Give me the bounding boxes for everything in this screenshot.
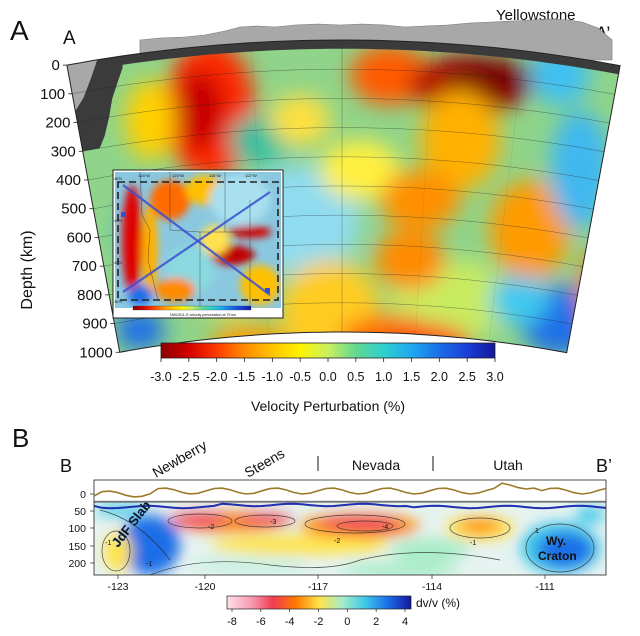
inset-lat-label-2: 44°N: [114, 219, 122, 223]
colorbar-a-tick-label: -3.0: [150, 370, 172, 384]
region-label-steens: Steens: [242, 445, 288, 481]
profile-end-label-b: B’: [596, 456, 612, 476]
longitude-tick-label-b: -123: [107, 581, 128, 593]
colorbar-b-label: dv/v (%): [416, 596, 460, 610]
contour-label: -1: [105, 540, 111, 547]
colorbar-b-tick-label: 0: [344, 616, 350, 628]
colorbar-b-tick-label: -6: [256, 616, 266, 628]
depth-tick-label: 200: [45, 115, 70, 132]
contour-label: 1: [535, 528, 539, 535]
depth-tick-label: 800: [77, 287, 102, 304]
contour-label: -1: [146, 561, 152, 568]
craton-label-line-2: Craton: [538, 549, 577, 563]
longitude-tick-label-b: -120: [194, 581, 215, 593]
colorbar-a-tick-label: -1.5: [234, 370, 256, 384]
depth-tick-label: 600: [67, 229, 92, 246]
inset-lat-label-3: 40°N: [114, 261, 122, 265]
longitude-tick-label-b: -111: [535, 581, 555, 593]
region-label-nevada: Nevada: [352, 457, 400, 473]
panel-b: B B B’ Newberry Steens Nevada Utah: [12, 423, 612, 628]
depth-axis-b: 0 50 100 150 200: [68, 489, 94, 570]
colorbar-a-tick-label: 1.5: [403, 370, 420, 384]
inset-lon-label-2: 120°W: [172, 173, 184, 178]
depth-tick-label-b: 200: [68, 558, 86, 570]
contour-label: -2: [208, 524, 214, 531]
longitude-axis-b: -123 -120 -117 -114 -111: [107, 575, 555, 593]
inset-lon-label-3: 116°W: [209, 173, 221, 178]
depth-tick-label: 100: [40, 86, 65, 103]
depth-tick-label: 0: [52, 57, 60, 74]
colorbar-b-tick-label: 2: [373, 616, 379, 628]
colorbar-a-tick-label: 2.5: [458, 370, 475, 384]
depth-tick-label: 400: [56, 172, 81, 189]
contour-label: -4: [382, 524, 388, 531]
inset-lon-label-1: 124°W: [138, 173, 150, 178]
depth-axis-label-a: Depth (km): [19, 230, 36, 309]
depth-tick-label-b: 150: [68, 541, 86, 553]
colorbar-a-tick-label: 0.5: [347, 370, 364, 384]
colorbar-b-tick-label: -8: [227, 616, 237, 628]
region-label-newberry: Newberry: [150, 437, 210, 481]
colorbar-a-tick-label: -2.5: [178, 370, 200, 384]
colorbar-a-tick-label: 1.0: [375, 370, 392, 384]
depth-tick-label-b: 0: [80, 489, 86, 501]
panel-b-letter: B: [12, 423, 29, 453]
colorbar-b-tick-label: -4: [285, 616, 295, 628]
depth-tick-label: 300: [51, 143, 76, 160]
colorbar-a-tick-label: 0.0: [319, 370, 336, 384]
contour-label: -1: [470, 540, 476, 547]
depth-tick-label-b: 100: [68, 523, 86, 535]
colorbar-b: -8 -6 -4 -2 0 2 4 dv/v (%): [226, 595, 460, 628]
profile-start-label-b: B: [60, 456, 72, 476]
tomography-section-b: [94, 502, 606, 575]
depth-tick-label: 700: [72, 258, 97, 275]
longitude-tick-label-b: -117: [308, 581, 328, 593]
colorbar-a-tick-label: -0.5: [289, 370, 311, 384]
topography-profile-b: [93, 482, 607, 498]
contour-label: -3: [270, 519, 276, 526]
panel-a-letter: A: [10, 15, 29, 46]
colorbar-a-label: Velocity Perturbation (%): [251, 398, 405, 414]
colorbar-b-tick-label: 4: [402, 616, 408, 628]
inset-lat-label-1: 48°N: [114, 177, 122, 181]
colorbar-a-tick-label: -1.0: [262, 370, 284, 384]
depth-tick-label: 500: [61, 201, 86, 218]
colorbar-b-tick-label: -2: [314, 616, 324, 628]
colorbar-a: -3.0 -2.5 -2.0 -1.5 -1.0 -0.5 0.0 0.5 1.0 1.5 2.0 2…: [150, 342, 504, 414]
region-label-utah: Utah: [493, 457, 523, 473]
colorbar-a-tick-label: 2.0: [431, 370, 448, 384]
longitude-tick-label-b: -114: [422, 581, 442, 593]
contour-label: -2: [334, 538, 340, 545]
panel-a: A A A’ Yellowstone Depth (km) 0100200300…: [10, 7, 621, 414]
inset-lat-label-4: 36°N: [114, 300, 122, 304]
depth-axis-a: 0 100 200 300 400 500 600 700 800 900 1000: [40, 57, 120, 361]
craton-label-line-1: Wy.: [546, 534, 566, 548]
depth-tick-label-b: 50: [74, 506, 86, 518]
inset-lon-label-4: 112°W: [245, 173, 257, 178]
colorbar-a-tick-label: 3.0: [486, 370, 503, 384]
depth-tick-label: 1000: [79, 344, 112, 361]
depth-tick-label: 900: [82, 316, 107, 333]
inset-caption: NWUS11-S velocity perturbation at 75 km: [170, 313, 236, 317]
profile-start-label-a: A: [63, 28, 76, 49]
inset-map: 124°W 120°W 116°W 112°W 48°N 44°N 40°N 3…: [112, 169, 284, 319]
tomography-section-a: [66, 40, 621, 353]
colorbar-a-tick-label: -2.0: [206, 370, 228, 384]
